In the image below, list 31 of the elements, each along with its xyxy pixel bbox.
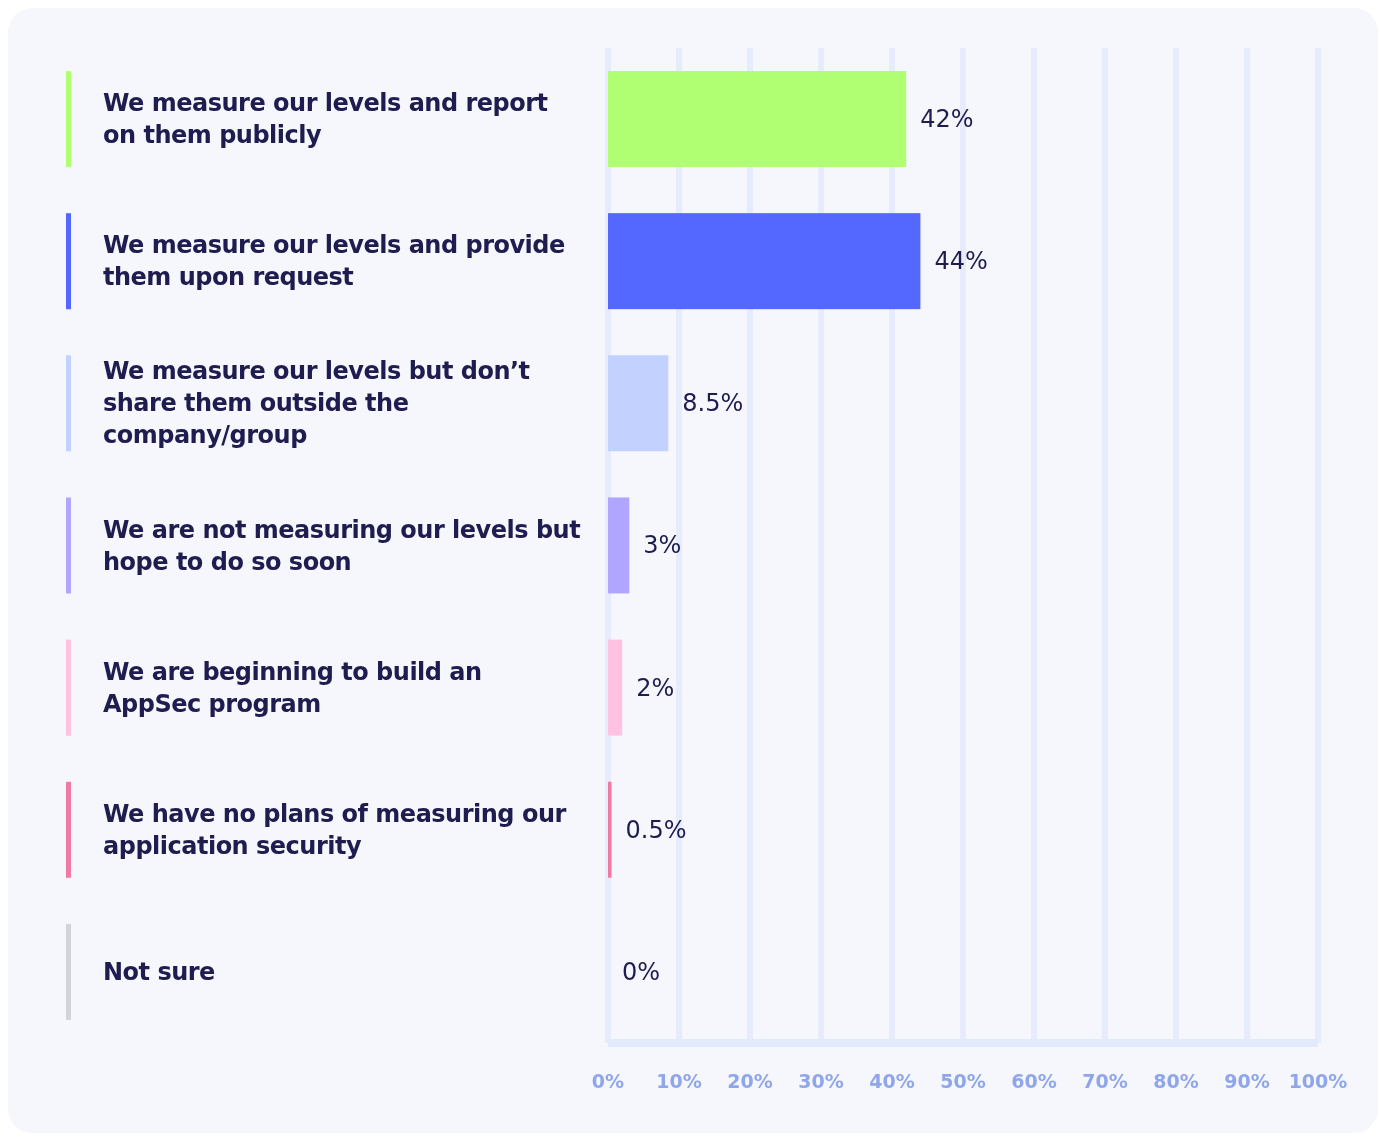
- x-tick-label: 0%: [591, 1070, 625, 1093]
- bar: [608, 781, 612, 878]
- bar: [608, 497, 630, 594]
- y-tick-label: We measure our levels and provide them upon request: [103, 230, 566, 294]
- x-tick-label: 20%: [727, 1070, 773, 1093]
- bar: [608, 71, 907, 167]
- data-label: 44%: [934, 247, 988, 276]
- data-label: 0%: [622, 957, 661, 986]
- y-tick-label: Not sure: [103, 956, 215, 988]
- x-tick-label: 40%: [869, 1070, 915, 1093]
- bar: [608, 213, 921, 310]
- x-tick-label: 70%: [1082, 1070, 1128, 1093]
- y-tick-label: We are not measuring our levels but hope to do so soon: [103, 514, 582, 578]
- x-tick-label: 50%: [940, 1070, 986, 1093]
- x-tick-label: 30%: [798, 1070, 844, 1093]
- x-tick-label: 100%: [1288, 1070, 1348, 1093]
- x-tick-label: 80%: [1153, 1070, 1199, 1093]
- x-tick-label: 10%: [656, 1070, 702, 1093]
- y-tick-label: We are beginning to build an AppSec program: [103, 656, 483, 720]
- data-label: 2%: [636, 673, 675, 702]
- y-tick-label: We have no plans of measuring our application security: [103, 798, 568, 862]
- data-label: 3%: [643, 531, 682, 560]
- bar: [608, 639, 623, 736]
- x-tick-label: 60%: [1011, 1070, 1057, 1093]
- data-label: 8.5%: [682, 389, 744, 418]
- data-label: 42%: [920, 105, 974, 133]
- y-tick-label: We measure our levels and report on them publicly: [103, 88, 549, 152]
- data-label: 0.5%: [625, 815, 687, 844]
- y-tick-label: We measure our levels but don’t share them outside the company/group: [103, 356, 531, 452]
- x-tick-label: 90%: [1224, 1070, 1270, 1093]
- bar: [608, 355, 669, 452]
